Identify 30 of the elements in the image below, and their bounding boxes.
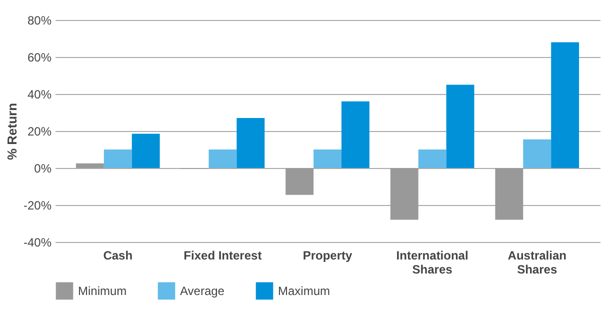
- bar: [390, 168, 418, 220]
- bar: [286, 168, 314, 195]
- x-tick-label: Cash: [103, 248, 133, 262]
- y-tick-label: 60%: [27, 50, 52, 64]
- y-tick-label: 40%: [27, 88, 52, 102]
- y-tick-label: 20%: [27, 124, 52, 138]
- bar: [104, 150, 132, 168]
- bar: [208, 150, 237, 168]
- x-tick-label: International Shares: [396, 248, 468, 276]
- bar: [551, 42, 580, 168]
- bar: [341, 101, 370, 168]
- y-tick-label: 80%: [27, 14, 52, 28]
- legend-label: Minimum: [78, 284, 127, 298]
- x-tick-label: Australian Shares: [508, 248, 566, 276]
- x-tick-label: Property: [302, 248, 352, 262]
- bar: [446, 84, 474, 168]
- bar: [523, 139, 552, 168]
- legend-label: Average: [180, 284, 225, 298]
- bar: [314, 150, 342, 168]
- y-tick-label: -40%: [23, 236, 52, 250]
- y-axis-title: % Return: [4, 102, 20, 160]
- y-tick-label: 0%: [34, 162, 52, 176]
- y-tick-label: -20%: [23, 198, 52, 212]
- x-tick-label: Fixed Interest: [184, 248, 262, 262]
- legend-label: Maximum: [278, 284, 330, 298]
- bar: [495, 168, 524, 220]
- bar: [418, 150, 446, 168]
- bar: [76, 163, 104, 168]
- bar: [236, 118, 265, 168]
- bar: [132, 134, 160, 168]
